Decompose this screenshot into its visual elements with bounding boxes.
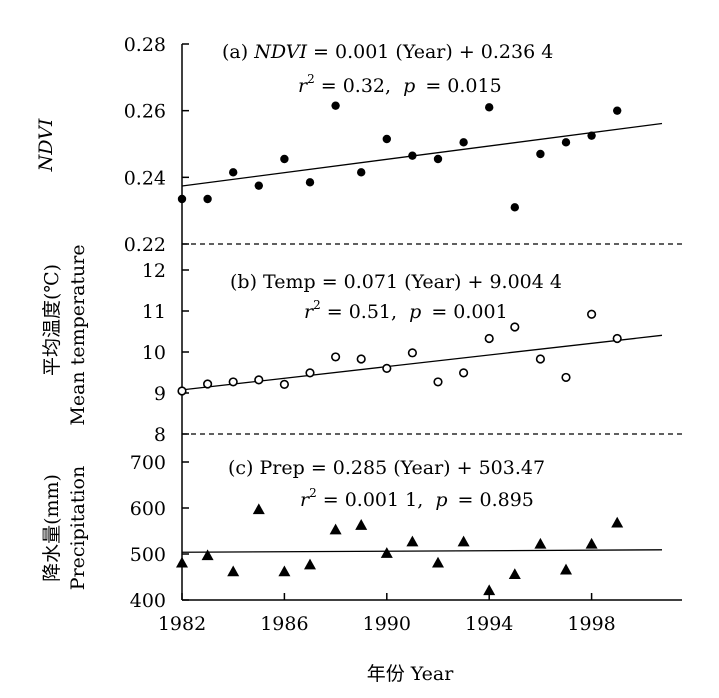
- point-ndvi: [203, 194, 212, 204]
- point-ndvi: [254, 181, 263, 190]
- point-precipitation: [355, 519, 368, 530]
- point-temperature: [459, 368, 469, 378]
- y-tick-label-temperature: 9: [154, 383, 166, 405]
- y-tick-label-temperature: 12: [142, 260, 166, 282]
- point-ndvi: [561, 138, 571, 147]
- y-tick-label-temperature: 10: [142, 342, 166, 364]
- y-tick-label-precipitation: 700: [130, 452, 166, 474]
- trend-line-ndvi: [181, 122, 663, 187]
- point-precipitation: [534, 537, 547, 549]
- point-temperature: [612, 333, 622, 344]
- x-tick-label: 1994: [465, 613, 513, 635]
- point-temperature: [407, 348, 418, 358]
- equation-precipitation: (c) Prep = 0.285 (Year) + 503.47: [228, 457, 545, 479]
- point-ndvi: [536, 149, 545, 159]
- y-ticks-temperature: 8 9 10 11 12: [142, 260, 189, 446]
- y-tick-label-temperature: 8: [154, 424, 166, 446]
- x-tick-label: 1998: [567, 613, 615, 635]
- point-ndvi: [459, 138, 468, 147]
- stats-temperature: r2 = 0.51, p = 0.001: [304, 298, 508, 323]
- y-label-precipitation-en: Precipitation: [67, 466, 89, 590]
- point-temperature: [586, 309, 597, 319]
- point-temperature: [510, 322, 520, 332]
- point-precipitation: [508, 568, 521, 580]
- y-label-precipitation-cn: 降水量(mm): [41, 474, 63, 582]
- y-tick-label-temperature: 11: [142, 301, 166, 323]
- y-tick-label-ndvi: 0.26: [124, 101, 166, 123]
- point-precipitation: [483, 584, 496, 596]
- y-ticks-precipitation: 400 500 600 700: [130, 452, 189, 612]
- point-ndvi: [510, 203, 519, 212]
- point-precipitation: [252, 503, 265, 515]
- y-label-temperature-en: Mean temperature: [67, 244, 89, 425]
- point-temperature: [177, 386, 187, 396]
- point-ndvi: [305, 178, 315, 187]
- trend-line-temperature: [181, 334, 663, 391]
- y-tick-label-ndvi: 0.28: [124, 34, 166, 56]
- point-ndvi: [229, 168, 238, 177]
- point-temperature: [203, 379, 213, 389]
- point-temperature: [433, 377, 443, 387]
- x-axis-label: 年份 Year: [367, 663, 455, 685]
- point-precipitation: [278, 565, 291, 577]
- stats-precipitation: r2 = 0.001 1, p = 0.895: [300, 486, 534, 511]
- point-precipitation: [380, 547, 393, 558]
- point-precipitation: [560, 563, 572, 575]
- y-tick-label-ndvi: 0.22: [124, 234, 166, 256]
- point-temperature: [382, 363, 392, 374]
- point-precipitation: [304, 558, 316, 570]
- point-ndvi: [357, 168, 366, 177]
- point-temperature: [484, 333, 494, 344]
- point-ndvi: [177, 194, 187, 204]
- point-temperature: [305, 368, 315, 378]
- y-tick-label-ndvi: 0.24: [124, 167, 166, 189]
- point-ndvi: [408, 151, 417, 160]
- point-temperature: [279, 379, 290, 389]
- point-ndvi: [613, 106, 622, 115]
- y-tick-label-precipitation: 500: [130, 544, 166, 566]
- point-precipitation: [227, 565, 240, 577]
- x-tick-label: 1986: [260, 613, 308, 635]
- y-ticks-ndvi: 0.22 0.24 0.26 0.28: [124, 34, 189, 256]
- y-tick-label-precipitation: 600: [130, 498, 166, 520]
- x-tick-label: 1982: [158, 613, 206, 635]
- y-label-ndvi: NDVI: [35, 118, 57, 172]
- point-ndvi: [485, 103, 494, 112]
- point-temperature: [228, 377, 238, 387]
- point-temperature: [561, 372, 571, 383]
- point-precipitation: [611, 516, 624, 528]
- point-ndvi: [382, 134, 391, 144]
- trend-lines: [181, 122, 663, 553]
- point-precipitation: [585, 537, 598, 549]
- point-precipitation: [201, 549, 214, 561]
- point-precipitation: [406, 535, 419, 547]
- point-ndvi: [331, 101, 340, 110]
- point-ndvi: [587, 131, 596, 140]
- point-ndvi: [433, 154, 443, 164]
- point-temperature: [254, 375, 264, 385]
- point-precipitation: [176, 556, 188, 568]
- point-temperature: [535, 354, 546, 364]
- equation-ndvi: (a) NDVI = 0.001 (Year) + 0.236 4: [222, 41, 553, 63]
- y-label-temperature-cn: 平均温度(℃): [41, 264, 63, 376]
- data-points: [176, 101, 624, 596]
- point-precipitation: [457, 535, 470, 547]
- point-precipitation: [329, 523, 342, 535]
- y-tick-label-precipitation: 400: [130, 590, 166, 612]
- equation-temperature: (b) Temp = 0.071 (Year) + 9.004 4: [230, 271, 562, 293]
- point-ndvi: [280, 154, 289, 164]
- x-tick-label: 1990: [363, 613, 411, 635]
- point-temperature: [331, 352, 341, 362]
- stats-ndvi: r2 = 0.32, p = 0.015: [298, 72, 502, 97]
- x-ticks: 1982 1986 1990 1994 1998: [158, 593, 616, 635]
- trend-line-precipitation: [181, 549, 663, 553]
- point-precipitation: [432, 556, 444, 568]
- point-temperature: [356, 354, 366, 364]
